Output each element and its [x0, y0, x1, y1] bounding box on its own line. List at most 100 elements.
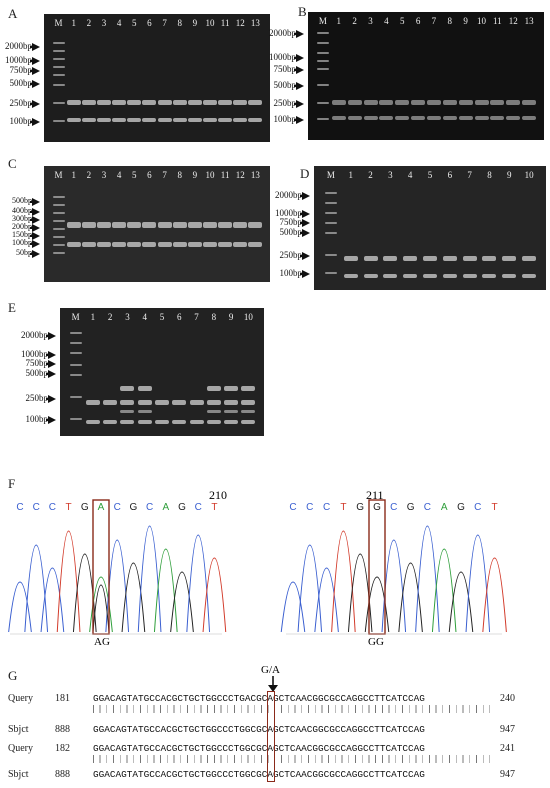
sample-band: [383, 274, 398, 278]
sample-band: [66, 118, 81, 122]
trace-peak: [314, 567, 339, 633]
lane-label-a: 11: [220, 18, 230, 28]
ladder-arrow-icon: [296, 82, 304, 90]
sample-band: [218, 242, 233, 247]
sample-band: [383, 256, 398, 261]
ladder-label-b: 500bp: [273, 80, 297, 90]
ladder-arrow-stem: [30, 227, 34, 229]
panel-d-letter: D: [300, 166, 310, 181]
sample-band: [423, 274, 437, 278]
ladder-label-b: 750bp: [273, 64, 297, 74]
ladder-arrow-icon: [296, 66, 304, 74]
marker-band: [52, 102, 65, 104]
base-call: G: [407, 502, 415, 513]
ladder-arrow-icon: [32, 198, 40, 206]
sample-band: [462, 274, 477, 278]
marker-band: [52, 58, 65, 60]
ladder-label-e: 750bp: [25, 358, 49, 368]
base-call: C: [33, 502, 40, 513]
chrom-left-position: 210: [209, 488, 227, 502]
trace-peak: [153, 548, 178, 633]
ladder-arrow-icon: [32, 57, 40, 65]
sample-band: [442, 256, 457, 261]
base-call: C: [289, 502, 296, 513]
ladder-label-e: 250bp: [25, 393, 49, 403]
trace-peak: [297, 544, 323, 633]
sample-band: [81, 118, 96, 122]
sample-band: [233, 242, 248, 247]
sample-band: [411, 116, 426, 120]
sample-band: [379, 116, 394, 120]
ladder-label-d: 100bp: [279, 268, 303, 278]
trace-peak: [364, 576, 390, 633]
ladder-label-a: 750bp: [9, 65, 33, 75]
panel-f-letter: F: [8, 476, 16, 491]
sample-band: [248, 222, 263, 228]
snp-arrow-icon: [268, 676, 278, 692]
lane-label-a: 9: [192, 18, 198, 28]
sample-band: [206, 420, 221, 424]
sample-band: [206, 400, 221, 405]
marker-band: [316, 68, 329, 70]
base-call: C: [16, 502, 23, 513]
lane-label-e: 7: [194, 312, 199, 322]
trace-peak: [398, 562, 423, 633]
sample-band: [206, 410, 221, 413]
sample-band: [66, 222, 81, 228]
sample-band: [112, 222, 127, 228]
trace-peak: [280, 581, 306, 633]
sample-band: [142, 118, 157, 122]
lane-label-e: 4: [142, 312, 147, 322]
ladder-label-c: 150bp: [12, 230, 32, 239]
lane-label-c: 7: [162, 170, 167, 180]
sample-band: [343, 256, 358, 261]
sample-band: [331, 100, 346, 105]
base-call: G: [373, 502, 381, 513]
lane-label-c: 3: [101, 170, 107, 180]
sample-band: [474, 100, 489, 105]
sample-band: [85, 420, 100, 424]
ladder-arrow-stem: [300, 232, 304, 234]
ladder-arrow-stem: [46, 373, 50, 375]
base-call: G: [457, 502, 465, 513]
sample-band: [241, 386, 256, 391]
ladder-arrow-icon: [32, 224, 40, 232]
lane-label-a: 6: [147, 18, 152, 28]
lane-label-d: 2: [368, 170, 373, 180]
base-call: G: [356, 502, 364, 513]
lane-label-c: 2: [86, 170, 92, 180]
sample-band: [462, 256, 477, 261]
sample-band: [379, 100, 394, 105]
sample-band: [482, 256, 497, 261]
trace-peak: [202, 557, 227, 633]
ladder-arrow-icon: [32, 216, 40, 224]
lane-label-a: 8: [177, 18, 182, 28]
marker-band: [69, 374, 82, 376]
ladder-arrow-stem: [294, 33, 298, 35]
sample-band: [458, 116, 473, 120]
align-row-start: 182: [55, 743, 70, 754]
sample-band: [189, 420, 204, 424]
ladder-arrow-icon: [32, 232, 40, 240]
sample-band: [112, 242, 127, 247]
ladder-arrow-stem: [30, 201, 34, 203]
ladder-arrow-icon: [296, 30, 304, 38]
ladder-label-a: 250bp: [9, 98, 33, 108]
ladder-arrow-stem: [300, 213, 304, 215]
sample-band: [233, 118, 248, 122]
ladder-arrow-icon: [302, 210, 310, 218]
lane-label-b: 8: [447, 16, 453, 26]
sample-band: [490, 100, 505, 105]
marker-band: [316, 84, 329, 86]
marker-band: [52, 252, 65, 254]
lane-label-e: 2: [107, 312, 113, 322]
sample-band: [66, 100, 81, 105]
sample-band: [137, 420, 152, 424]
base-call: C: [114, 502, 121, 513]
ladder-arrow-icon: [302, 270, 310, 278]
gel-panel-a: M 1 2 3 4 5 6 7 8 9 10 11 12 13: [44, 14, 270, 142]
sample-band: [490, 116, 505, 120]
sample-band: [172, 400, 187, 405]
trace-peak: [24, 544, 49, 633]
align-row-sequence: GGACAGTATGCCACGCTGCTGGCCCTGGCGCAGCTCAACG…: [93, 743, 425, 754]
